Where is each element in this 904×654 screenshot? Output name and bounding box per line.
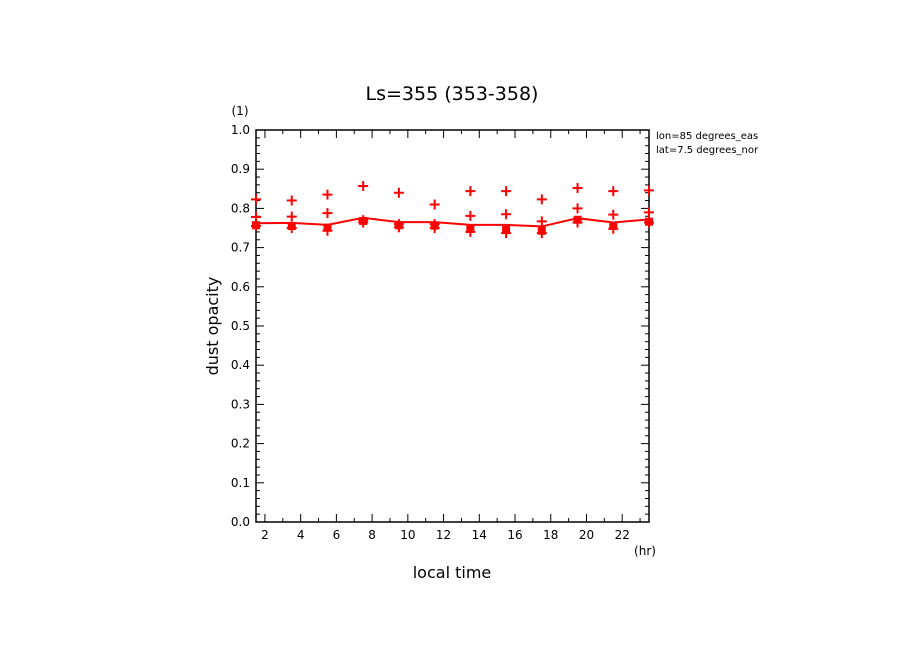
data-point-plus [536, 216, 547, 227]
annotation-longitude: lon=85 degrees_eas [656, 131, 758, 142]
y-tick-label: 0.1 [231, 476, 250, 490]
data-point-plus [608, 186, 619, 197]
data-point-plus [393, 222, 404, 233]
data-point-plus [322, 189, 333, 200]
data-point-plus [322, 225, 333, 236]
series-line [255, 216, 650, 228]
data-point-plus [501, 186, 512, 197]
data-point-plus [608, 223, 619, 234]
data-point-plus [251, 194, 261, 205]
y-axis-ticks: 0.0 0.1 0.2 0.3 0.4 0.5 0.6 0.7 0.8 0.9 1.0 [231, 123, 649, 529]
x-tick-label: 20 [579, 528, 594, 542]
y-tick-label: 1.0 [231, 123, 250, 137]
y-tick-label: 0.2 [231, 437, 250, 451]
data-point-plus [644, 217, 654, 228]
x-tick-label: 12 [436, 528, 451, 542]
data-point-plus [536, 228, 547, 239]
data-point-plus [644, 185, 654, 196]
y-tick-label: 0.0 [231, 515, 250, 529]
data-point-plus [465, 226, 476, 237]
y-axis-label: dust opacity [203, 277, 222, 376]
y-tick-label: 0.6 [231, 280, 250, 294]
series-layer [251, 181, 654, 239]
y-tick-label: 0.8 [231, 201, 250, 215]
plot-frame [255, 129, 650, 523]
y-tick-label: 0.4 [231, 358, 250, 372]
data-point-plus [536, 194, 547, 205]
data-point-plus [501, 228, 512, 239]
x-axis-ticks: 2 4 6 8 10 12 14 16 18 20 22 [261, 130, 641, 542]
data-point-plus [251, 212, 261, 223]
annotation-latitude: lat=7.5 degrees_nor [656, 145, 759, 156]
data-point-plus [358, 217, 369, 228]
y-unit-label: (1) [232, 104, 249, 118]
data-point-plus [358, 181, 369, 192]
data-point-plus [644, 207, 654, 218]
y-tick-label: 0.7 [231, 241, 250, 255]
x-tick-label: 2 [261, 528, 269, 542]
data-point-plus [251, 221, 261, 232]
y-tick-label: 0.9 [231, 162, 250, 176]
data-point-plus [572, 183, 583, 194]
data-point-plus [286, 211, 297, 222]
data-point-plus [322, 208, 333, 219]
x-tick-label: 16 [507, 528, 522, 542]
x-tick-label: 22 [615, 528, 630, 542]
x-tick-label: 4 [297, 528, 305, 542]
data-point-plus [572, 217, 583, 228]
y-tick-label: 0.3 [231, 397, 250, 411]
data-point-plus [429, 199, 440, 210]
x-axis-label: local time [413, 563, 492, 582]
x-unit-label: (hr) [634, 544, 656, 558]
x-tick-label: 14 [472, 528, 487, 542]
data-point-plus [393, 187, 404, 198]
data-point-plus [608, 209, 619, 220]
x-tick-label: 18 [543, 528, 558, 542]
x-tick-label: 6 [333, 528, 341, 542]
data-point-plus [465, 210, 476, 221]
data-point-plus [465, 186, 476, 197]
x-tick-label: 10 [400, 528, 415, 542]
chart-title: Ls=355 (353-358) [366, 83, 539, 105]
data-point-plus [572, 203, 583, 214]
data-point-plus [429, 223, 440, 233]
data-point-plus [501, 209, 512, 220]
data-point-plus [286, 223, 297, 233]
x-tick-label: 8 [368, 528, 376, 542]
data-point-plus [286, 195, 297, 206]
y-tick-label: 0.5 [231, 319, 250, 333]
plot-area [255, 129, 650, 523]
